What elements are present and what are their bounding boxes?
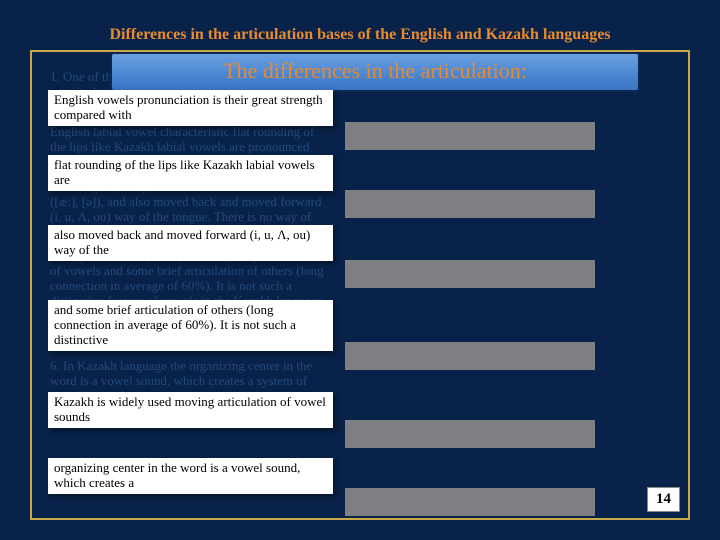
subtitle-text: The differences in the articulation:	[223, 58, 527, 83]
grey-bar-6	[345, 488, 595, 516]
subtitle-box: The differences in the articulation:	[110, 52, 640, 92]
page-number: 14	[647, 487, 680, 512]
card-1: English vowels pronunciation is their gr…	[48, 90, 333, 126]
header-title-text: Differences in the articulation bases of…	[109, 26, 610, 43]
grey-bar-3	[345, 260, 595, 288]
card-4: and some brief articulation of others (l…	[48, 300, 333, 351]
page-title: Differences in the articulation bases of…	[0, 26, 720, 44]
grey-bar-1	[345, 122, 595, 150]
page-number-value: 14	[656, 491, 671, 507]
card-3: also moved back and moved forward (i, u,…	[48, 225, 333, 261]
grey-bar-5	[345, 420, 595, 448]
grey-bar-4	[345, 342, 595, 370]
grey-bar-2	[345, 190, 595, 218]
card-5: Kazakh is widely used moving articulatio…	[48, 392, 333, 428]
card-2: flat rounding of the lips like Kazakh la…	[48, 155, 333, 191]
card-6: organizing center in the word is a vowel…	[48, 458, 333, 494]
